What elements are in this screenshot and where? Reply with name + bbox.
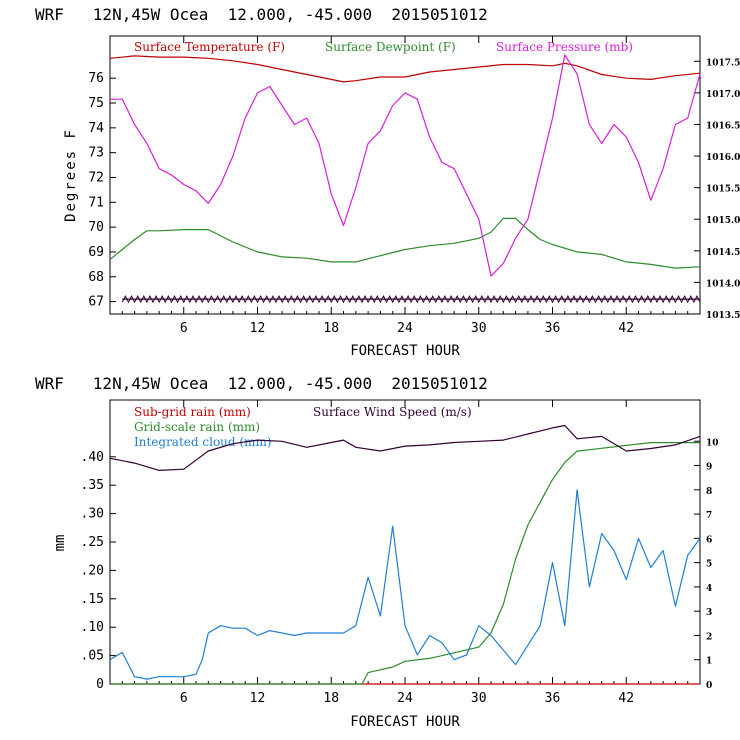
top-plot-frame — [109, 35, 701, 315]
y2-tick-label: 1014.0 — [706, 279, 740, 289]
top-header: WRF 12N,45W Ocea 12.000, -45.000 2015051… — [35, 5, 488, 24]
x-tick-label: 12 — [250, 691, 266, 706]
y-tick-label: .15 — [81, 592, 104, 607]
y-tick-label: 69 — [88, 245, 104, 260]
bottom-header: WRF 12N,45W Ocea 12.000, -45.000 2015051… — [35, 374, 488, 393]
x-tick-label: 42 — [618, 321, 634, 336]
x-tick-label: 30 — [471, 691, 487, 706]
y-tick-label: 73 — [88, 146, 104, 161]
y2-tick-label: 10 — [706, 438, 719, 448]
y2-tick-label: 1015.0 — [706, 216, 740, 226]
bottom-x-axis-label: FORECAST HOUR — [350, 714, 460, 730]
top-right-axis: 1017.5 1017.0 1016.5 1016.0 1015.5 1015.0 1014… — [694, 58, 740, 321]
top-series — [109, 54, 701, 304]
y2-tick-label: 1013.5 — [706, 311, 740, 321]
top-left-axis: 76 75 74 73 72 71 70 69 68 67 — [88, 71, 116, 310]
y2-tick-label: 4 — [706, 584, 712, 594]
y2-tick-label: 1014.5 — [706, 248, 740, 258]
y-tick-label: .20 — [81, 563, 104, 578]
x-tick-label: 6 — [180, 321, 188, 336]
y2-tick-label: 1016.0 — [706, 153, 740, 163]
series-grid-scale-rain-mm — [110, 442, 700, 685]
top-x-axis-label: FORECAST HOUR — [350, 343, 460, 359]
y2-tick-label: 2 — [706, 632, 712, 642]
x-tick-label: 18 — [323, 691, 339, 706]
x-tick-label: 24 — [397, 691, 413, 706]
y-tick-label: 68 — [88, 270, 104, 285]
bottom-y-axis-label: mm — [52, 535, 68, 552]
bottom-legend: Sub-grid rain (mm) Surface Wind Speed (m… — [134, 405, 472, 449]
legend-surface-dewpoint: Surface Dewpoint (F) — [325, 40, 456, 54]
x-tick-label: 30 — [471, 321, 487, 336]
bottom-right-axis: 0 1 2 3 4 5 6 7 8 9 10 — [694, 438, 719, 691]
x-tick-label: 12 — [250, 321, 266, 336]
y-tick-label: 0 — [96, 677, 104, 692]
y-tick-label: .30 — [81, 507, 104, 522]
y-tick-label: 75 — [88, 96, 104, 111]
y-tick-label: 76 — [88, 71, 104, 86]
y2-tick-label: 1016.5 — [706, 121, 740, 131]
x-tick-label: 36 — [545, 321, 561, 336]
y-tick-label: 74 — [88, 121, 104, 136]
legend-surface-temperature: Surface Temperature (F) — [134, 40, 285, 54]
y-tick-label: .40 — [81, 450, 104, 465]
bottom-panel: WRF 12N,45W Ocea 12.000, -45.000 2015051… — [35, 374, 719, 730]
x-tick-label: 36 — [545, 691, 561, 706]
x-tick-label: 42 — [618, 691, 634, 706]
y2-tick-label: 1015.5 — [706, 185, 740, 195]
y2-tick-label: 1 — [706, 657, 712, 667]
bottom-series — [109, 424, 701, 685]
y-tick-label: .05 — [81, 649, 104, 664]
y2-tick-label: 7 — [706, 511, 712, 521]
y-tick-label: .25 — [81, 535, 104, 550]
y-tick-label: 72 — [88, 170, 104, 185]
wind-barb-band — [121, 295, 701, 304]
bottom-left-axis: 0 .05 .10 .15 .20 .25 .30 .35 .40 — [81, 450, 116, 692]
legend-surface-wind-speed: Surface Wind Speed (m/s) — [313, 405, 472, 419]
legend-grid-scale-rain: Grid-scale rain (mm) — [134, 420, 260, 434]
y2-tick-label: 5 — [706, 560, 712, 570]
x-tick-label: 18 — [323, 321, 339, 336]
legend-surface-pressure: Surface Pressure (mb) — [496, 40, 633, 54]
series-integrated-cloud-mm — [109, 489, 701, 680]
series-surface-wind-speed-m-s — [109, 424, 701, 471]
y2-tick-label: 1017.5 — [706, 58, 740, 68]
y2-tick-label: 6 — [706, 535, 712, 545]
y2-tick-label: 0 — [706, 681, 712, 691]
x-tick-label: 24 — [397, 321, 413, 336]
legend-integrated-cloud: Integrated cloud (mm) — [134, 435, 272, 449]
legend-sub-grid-rain: Sub-grid rain (mm) — [134, 405, 251, 419]
top-x-axis: 6 12 18 24 30 36 42 — [121, 36, 689, 336]
y2-tick-label: 8 — [706, 487, 712, 497]
top-legend: Surface Temperature (F) Surface Dewpoint… — [134, 40, 633, 54]
y2-tick-label: 9 — [706, 463, 712, 473]
y-tick-label: .10 — [81, 620, 104, 635]
y-tick-label: 71 — [88, 195, 104, 210]
x-tick-label: 6 — [180, 691, 188, 706]
y-tick-label: .35 — [81, 478, 104, 493]
y-tick-label: 67 — [88, 295, 104, 310]
top-panel: WRF 12N,45W Ocea 12.000, -45.000 2015051… — [35, 5, 740, 359]
series-surface-dewpoint-f — [109, 217, 701, 269]
y-tick-label: 70 — [88, 220, 104, 235]
series-surface-pressure-mb — [110, 54, 701, 277]
series-surface-temperature-f — [109, 55, 701, 83]
y2-tick-label: 3 — [706, 608, 712, 618]
top-y-axis-label: Degrees F — [63, 128, 79, 222]
y2-tick-label: 1017.0 — [706, 90, 740, 100]
